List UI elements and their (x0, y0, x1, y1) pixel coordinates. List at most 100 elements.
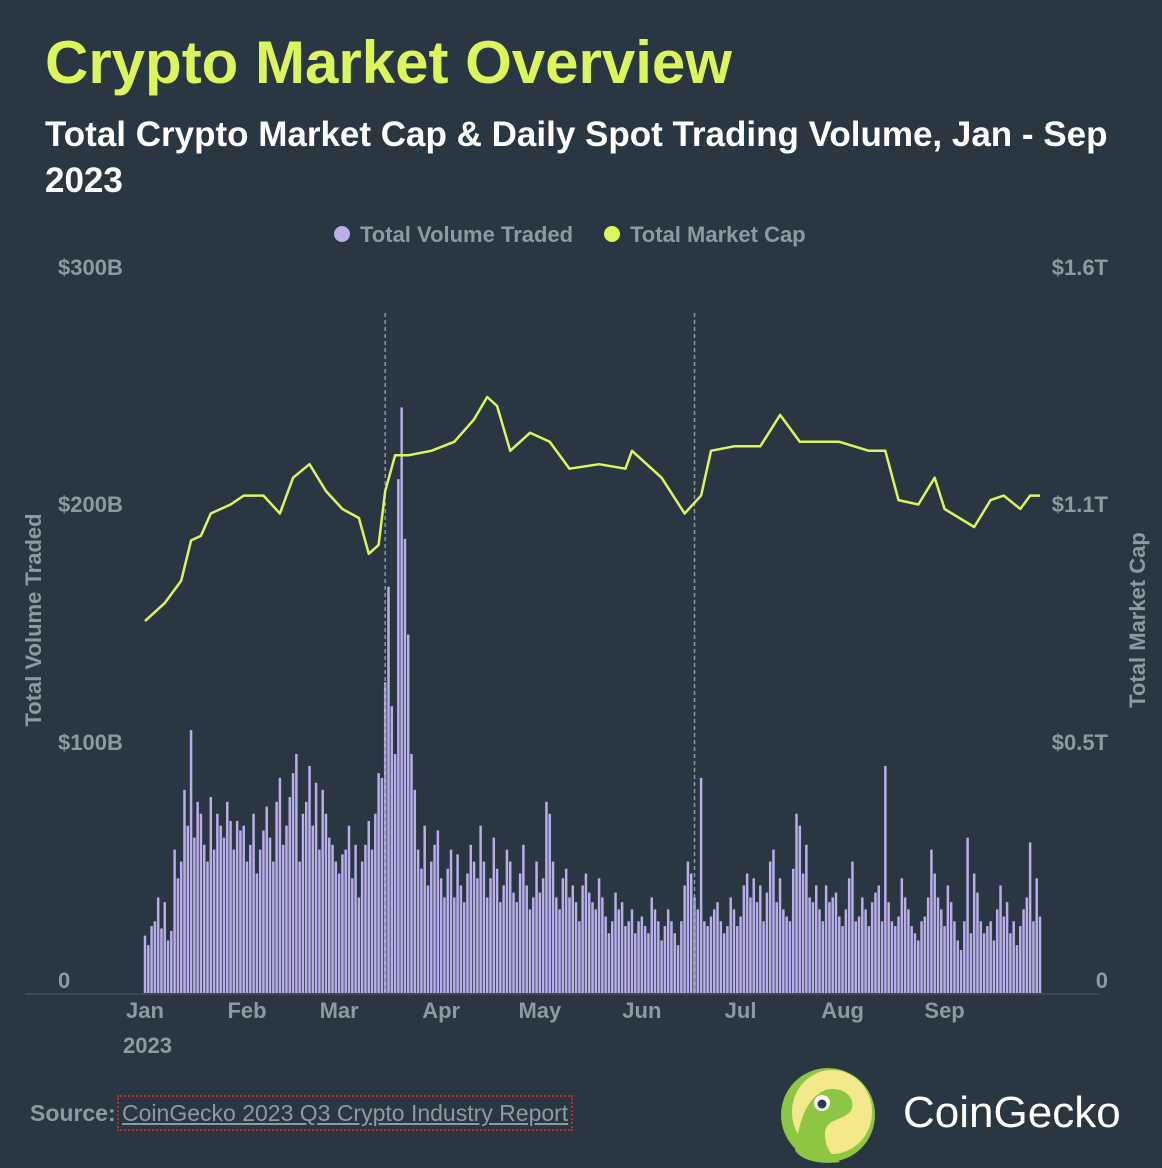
volume-bar (617, 909, 621, 993)
volume-bar (772, 849, 775, 993)
volume-bar (383, 682, 387, 993)
volume-bar (502, 885, 505, 993)
left-axis-label: Total Volume Traded (21, 513, 46, 726)
volume-bar (252, 813, 255, 993)
volume-bar (449, 849, 453, 993)
volume-bar (459, 885, 463, 993)
volume-bar (153, 921, 157, 993)
volume-bar (555, 897, 558, 993)
volume-bar (1015, 945, 1019, 993)
volume-bar (380, 777, 384, 993)
volume-bar (163, 902, 166, 993)
legend: Total Volume Traded Total Market Cap (334, 222, 806, 247)
volume-bar (176, 878, 180, 993)
volume-bar (637, 921, 640, 993)
volume-bar (673, 933, 677, 993)
volume-bar (416, 849, 420, 993)
volume-bar (1028, 842, 1032, 993)
volume-bar (999, 885, 1002, 993)
volume-bar (880, 921, 884, 993)
volume-bar (331, 844, 334, 993)
volume-bar (670, 921, 673, 993)
volume-bar (216, 813, 219, 993)
volume-bar (910, 926, 913, 993)
volume-bar (344, 849, 347, 993)
volume-bar (805, 844, 808, 993)
volume-bar (482, 861, 486, 993)
volume-bar (759, 885, 762, 993)
volume-bar (726, 926, 729, 993)
x-year-label: 2023 (123, 1033, 172, 1058)
volume-bar (272, 861, 275, 993)
volume-bar (387, 586, 390, 993)
volume-bar (765, 892, 769, 993)
volume-bar (818, 909, 821, 993)
legend-label-volume: Total Volume Traded (360, 222, 573, 247)
volume-bar (601, 897, 604, 993)
x-tick-apr: Apr (422, 998, 460, 1023)
volume-bar (808, 897, 811, 993)
source-link[interactable]: CoinGecko 2023 Q3 Crypto Industry Report (117, 1095, 574, 1131)
x-tick-sep: Sep (924, 998, 964, 1023)
volume-bar (676, 945, 680, 993)
chart-title: Crypto Market Overview (45, 29, 732, 96)
volume-bar (532, 897, 535, 993)
x-tick-feb: Feb (227, 998, 266, 1023)
volume-bar (541, 878, 545, 993)
volume-bar (696, 909, 700, 993)
volume-bar (508, 861, 512, 993)
volume-bar (311, 825, 315, 993)
volume-bar (722, 933, 726, 993)
volume-bar (838, 916, 841, 993)
volume-bar (265, 806, 268, 993)
volume-bar (492, 837, 496, 993)
volume-bar (680, 921, 683, 993)
volume-bar (443, 897, 446, 993)
market-cap-line (144, 395, 1040, 623)
volume-bar (847, 878, 851, 993)
volume-bar (584, 873, 588, 993)
right-tick-0: 0 (1096, 968, 1108, 993)
volume-bar (222, 837, 226, 993)
volume-bar (1032, 921, 1035, 993)
volume-bar (686, 861, 690, 993)
volume-bar (851, 861, 854, 993)
volume-bar (199, 813, 203, 993)
volume-bar (755, 902, 759, 993)
volume-bar (736, 926, 739, 993)
volume-bar (436, 830, 440, 993)
volume-bar (959, 949, 963, 993)
volume-bar (594, 909, 598, 993)
volume-bar (762, 921, 765, 993)
volume-bar (202, 844, 206, 993)
volume-bar (699, 777, 703, 993)
volume-bar (749, 897, 752, 993)
volume-bar (976, 892, 979, 993)
volume-bar (943, 926, 946, 993)
volume-bar (870, 902, 874, 993)
volume-bar (239, 830, 242, 993)
volume-bar (469, 844, 472, 993)
volume-bar (949, 902, 953, 993)
volume-bar (907, 909, 910, 993)
volume-bar (360, 861, 364, 993)
volume-bar (413, 789, 417, 993)
x-tick-aug: Aug (821, 998, 864, 1023)
volume-bar (946, 885, 950, 993)
volume-bar (466, 873, 469, 993)
volume-bar (824, 885, 828, 993)
x-tick-jul: Jul (725, 998, 757, 1023)
volume-bar (545, 801, 548, 993)
volume-bar (982, 933, 986, 993)
volume-bar (624, 926, 627, 993)
volume-bar (403, 538, 407, 993)
volume-bar (884, 765, 887, 993)
right-tick-1-1t: $1.1T (1052, 492, 1109, 517)
volume-bar (318, 849, 321, 993)
volume-bar (610, 921, 614, 993)
volume-bar (634, 933, 637, 993)
volume-bar (683, 885, 686, 993)
volume-bar (650, 897, 653, 993)
volume-bar (844, 909, 848, 993)
volume-bar (528, 909, 532, 993)
